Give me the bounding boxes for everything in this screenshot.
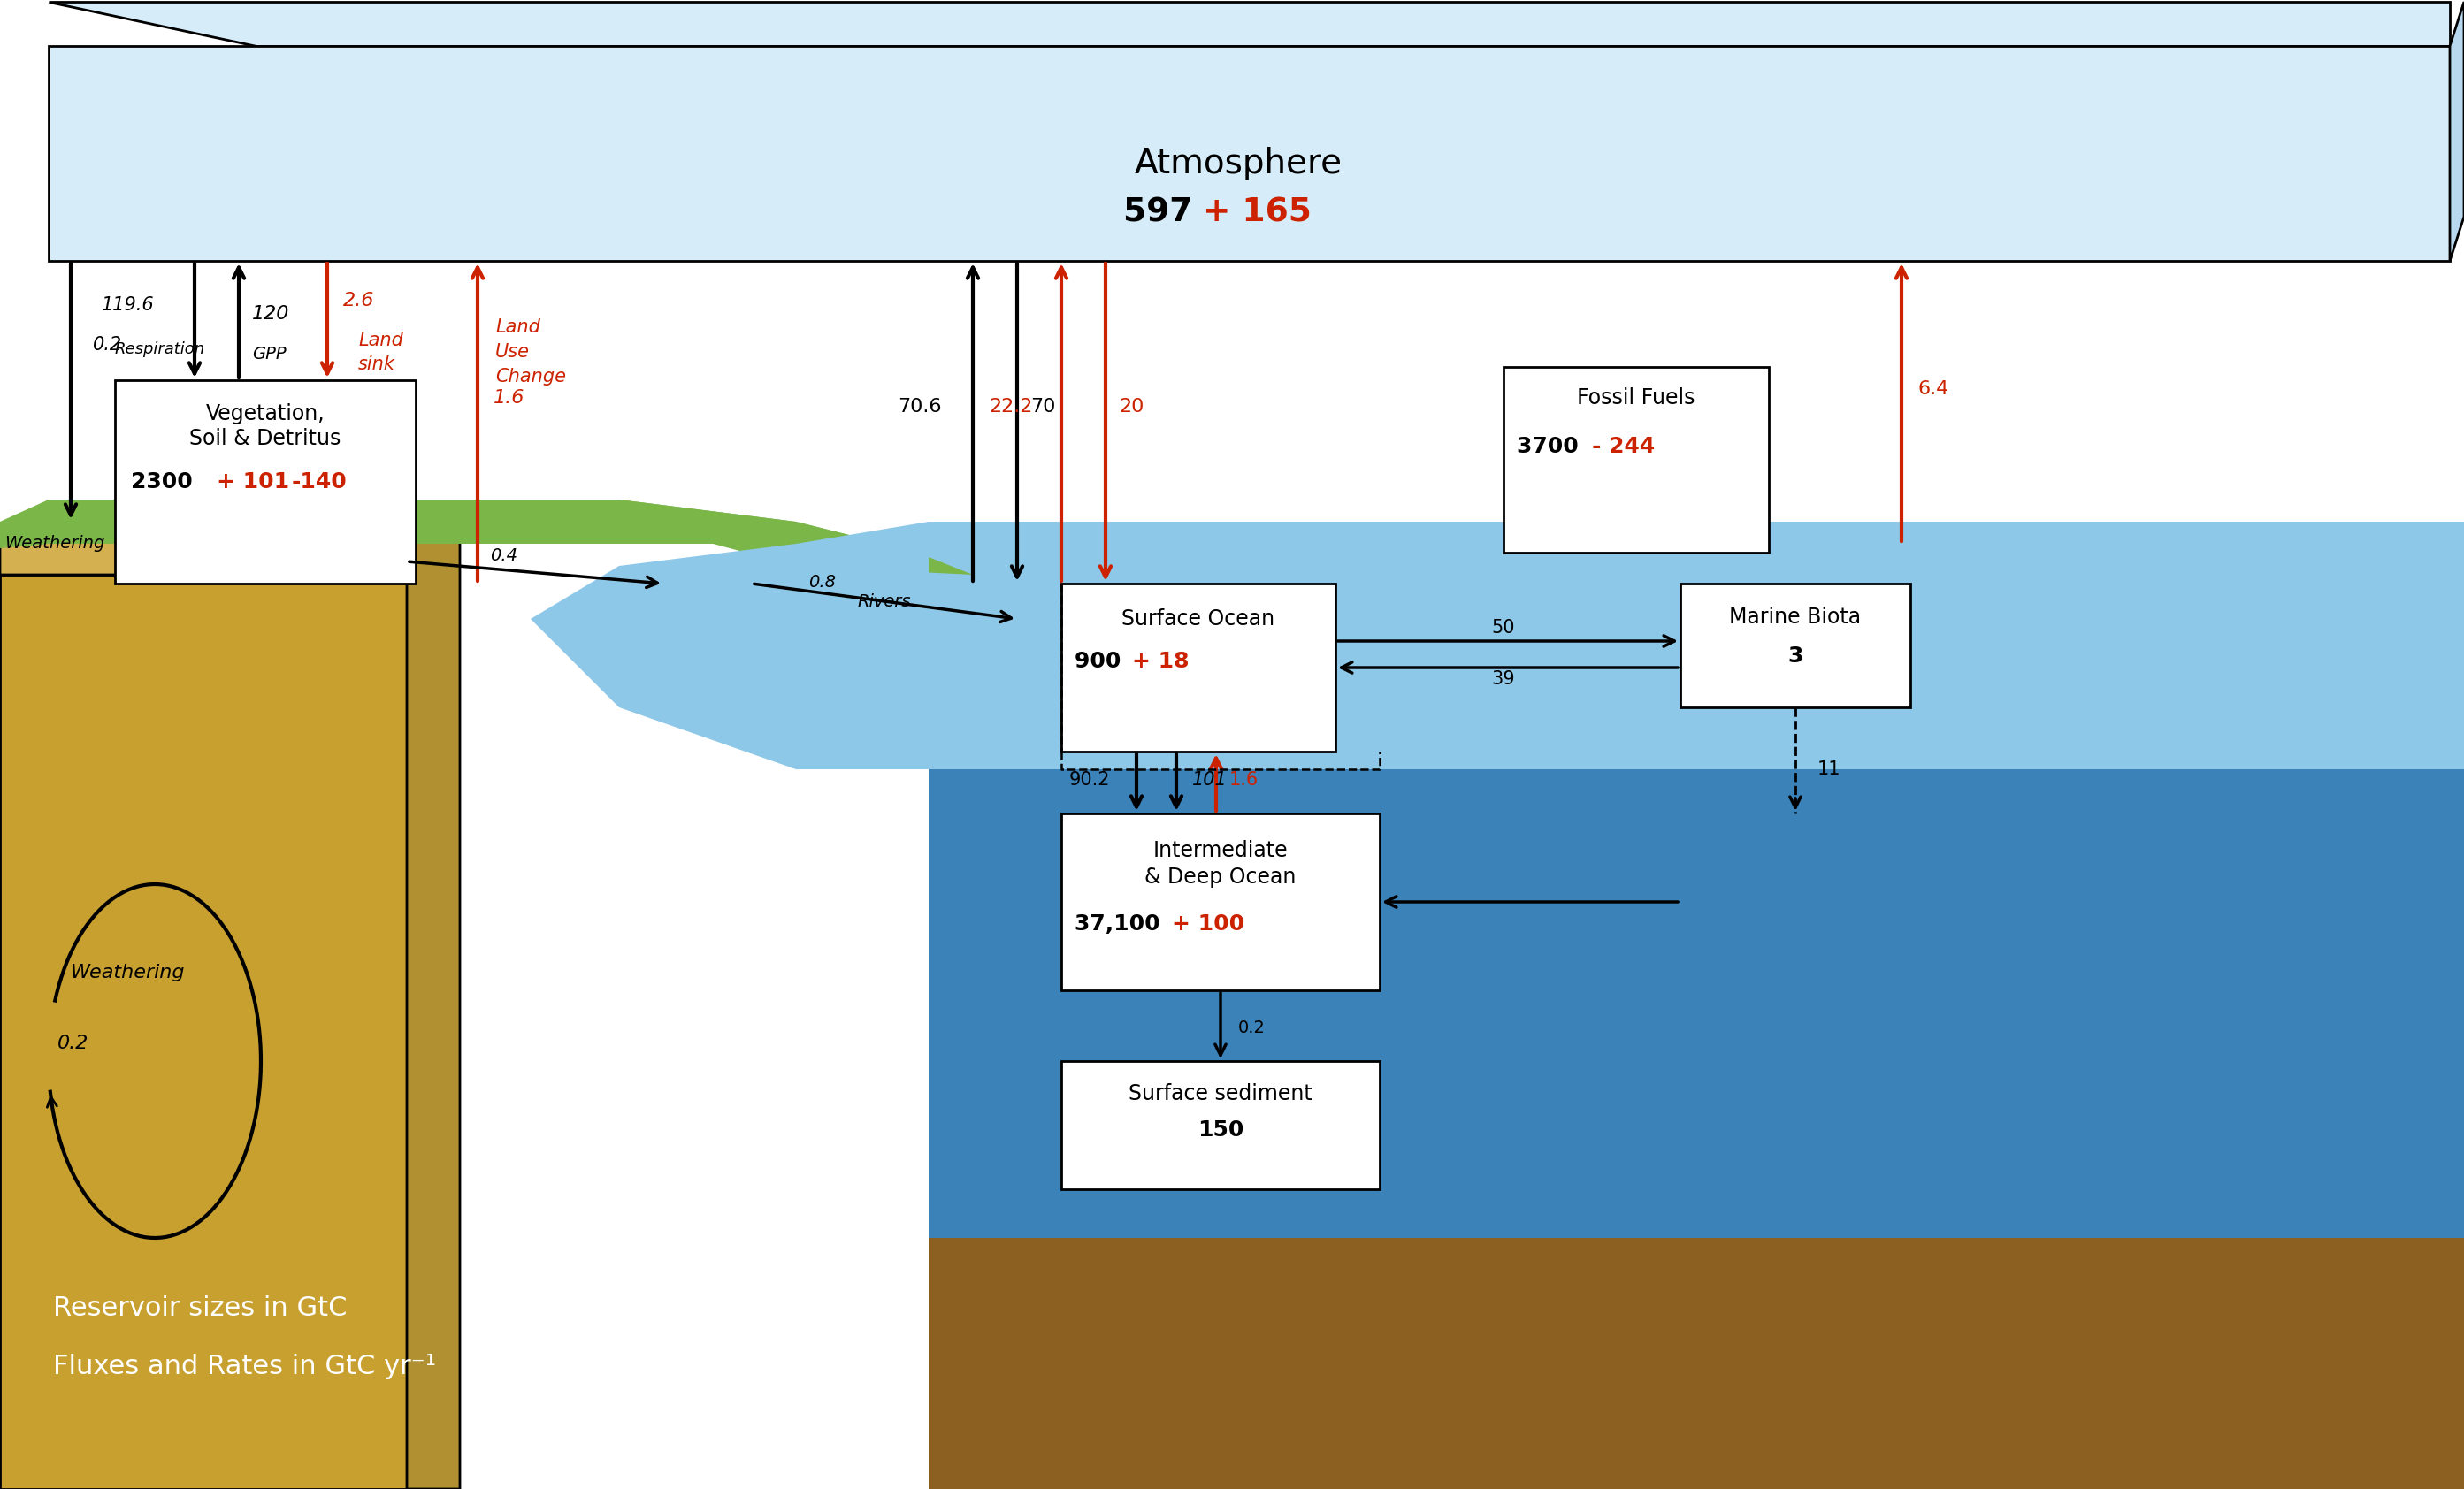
Text: Soil & Detritus: Soil & Detritus — [190, 427, 340, 450]
Text: 39: 39 — [1491, 670, 1515, 688]
Polygon shape — [929, 1237, 2464, 1489]
Text: -140: -140 — [291, 472, 347, 493]
Text: Use: Use — [495, 342, 530, 360]
Text: Land: Land — [495, 319, 540, 337]
Text: Fluxes and Rates in GtC yr⁻¹: Fluxes and Rates in GtC yr⁻¹ — [54, 1354, 436, 1379]
Text: + 165: + 165 — [1202, 197, 1311, 228]
Text: Weathering: Weathering — [71, 963, 185, 981]
Text: 20: 20 — [1119, 398, 1143, 415]
Text: 70: 70 — [1030, 398, 1055, 415]
Bar — [116, 380, 416, 584]
Text: 0.2: 0.2 — [94, 337, 123, 354]
Text: GPP: GPP — [251, 345, 286, 362]
Text: 0.2: 0.2 — [1239, 1018, 1266, 1036]
Text: 3700: 3700 — [1518, 436, 1587, 457]
Polygon shape — [49, 46, 2449, 261]
Polygon shape — [929, 770, 2464, 1237]
Text: 0.8: 0.8 — [808, 573, 835, 590]
Bar — [1503, 366, 1769, 552]
Polygon shape — [618, 500, 973, 575]
Polygon shape — [929, 521, 2464, 770]
Text: Weathering: Weathering — [5, 536, 103, 552]
Text: 37,100: 37,100 — [1074, 913, 1168, 935]
Text: 101: 101 — [1193, 771, 1227, 789]
Polygon shape — [530, 521, 929, 770]
Text: - 244: - 244 — [1592, 436, 1656, 457]
Polygon shape — [0, 575, 407, 1489]
Text: 6.4: 6.4 — [1917, 380, 1949, 398]
Bar — [1062, 813, 1380, 990]
Polygon shape — [0, 500, 885, 548]
Text: Vegetation,: Vegetation, — [207, 404, 325, 424]
Polygon shape — [2449, 1, 2464, 261]
Text: Reservoir sizes in GtC: Reservoir sizes in GtC — [54, 1295, 347, 1321]
Text: 3: 3 — [1789, 645, 1804, 667]
Text: sink: sink — [357, 356, 394, 374]
Text: 1.6: 1.6 — [1230, 771, 1259, 789]
Text: & Deep Ocean: & Deep Ocean — [1146, 867, 1296, 887]
Text: 119.6: 119.6 — [101, 296, 155, 314]
Text: Change: Change — [495, 368, 567, 386]
Bar — [1062, 1062, 1380, 1190]
Text: 2.6: 2.6 — [342, 292, 375, 310]
Polygon shape — [0, 521, 461, 575]
Text: 70.6: 70.6 — [899, 398, 941, 415]
Text: Fossil Fuels: Fossil Fuels — [1577, 387, 1695, 408]
Text: 2300: 2300 — [131, 472, 200, 493]
Text: 90.2: 90.2 — [1069, 771, 1109, 789]
Text: Atmosphere: Atmosphere — [1133, 147, 1343, 180]
Text: 597: 597 — [1124, 197, 1205, 228]
Text: Rivers: Rivers — [857, 593, 912, 609]
Text: + 101: + 101 — [217, 472, 298, 493]
Polygon shape — [49, 1, 2449, 46]
Text: + 100: + 100 — [1173, 913, 1244, 935]
Text: Intermediate: Intermediate — [1153, 840, 1289, 861]
Text: Marine Biota: Marine Biota — [1730, 606, 1860, 628]
Text: 50: 50 — [1491, 619, 1515, 637]
Text: + 18: + 18 — [1131, 651, 1190, 672]
Text: 120: 120 — [251, 305, 291, 323]
Bar — [1062, 584, 1335, 752]
Bar — [1680, 584, 1910, 707]
Text: Respiration: Respiration — [116, 341, 205, 357]
Text: 900: 900 — [1074, 651, 1129, 672]
Text: 11: 11 — [1818, 761, 1841, 779]
Text: 1.6: 1.6 — [493, 389, 525, 406]
Text: 22.2: 22.2 — [991, 398, 1032, 415]
Text: Surface sediment: Surface sediment — [1129, 1083, 1313, 1105]
Text: 0.2: 0.2 — [57, 1035, 89, 1053]
Text: 0.4: 0.4 — [490, 546, 517, 564]
Text: 150: 150 — [1198, 1120, 1244, 1141]
Text: Land: Land — [357, 332, 404, 350]
Text: Surface Ocean: Surface Ocean — [1121, 609, 1274, 630]
Polygon shape — [407, 521, 461, 1489]
